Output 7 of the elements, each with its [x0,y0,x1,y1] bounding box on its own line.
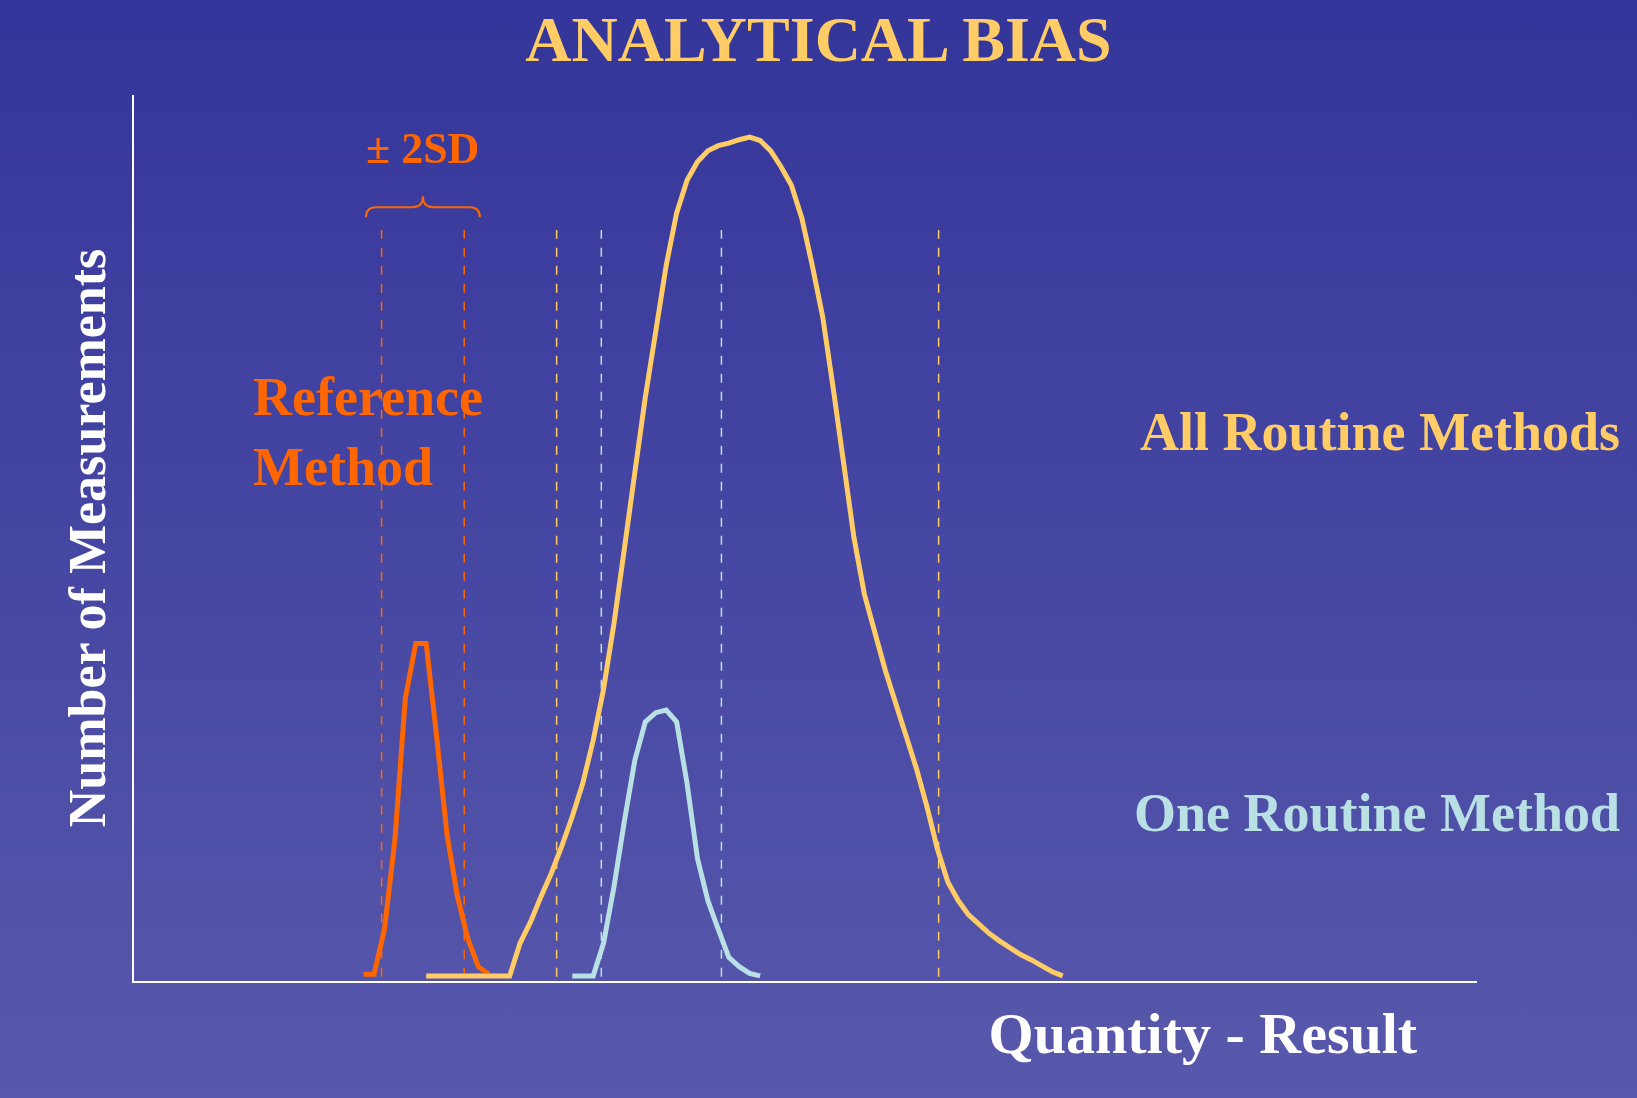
x-axis-title: Quantity - Result [988,1000,1418,1066]
text: Reference Method [253,367,483,498]
text: One Routine Method [1134,783,1620,843]
y-axis-title: Number of Measurements [58,248,116,828]
chart-title: ANALYTICAL BIAS [525,4,1112,76]
text: All Routine Methods [1140,402,1621,462]
annotation: ± 2SD [366,124,480,173]
